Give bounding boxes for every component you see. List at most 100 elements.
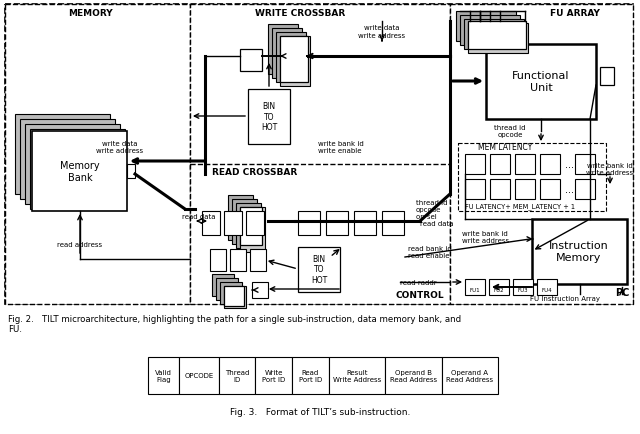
Text: FU1: FU1 (470, 288, 480, 293)
Bar (219, 357, 255, 394)
Bar (280, 37, 310, 87)
Bar (20, 120, 115, 200)
Text: thread id
opcode
op sel: thread id opcode op sel (416, 200, 447, 220)
Text: write bank id
write address: write bank id write address (586, 163, 634, 176)
Text: ...: ... (564, 184, 573, 194)
Text: Fig. 3.   Format of TILT’s sub-instruction.: Fig. 3. Format of TILT’s sub-instruction… (230, 407, 410, 416)
Bar (354, 211, 376, 236)
Bar (442, 357, 498, 394)
Bar (456, 12, 516, 42)
Text: write bank id
write address: write bank id write address (462, 231, 509, 244)
Bar (30, 130, 125, 210)
Bar (240, 207, 265, 253)
Bar (540, 180, 560, 200)
Text: read bank id
read enable: read bank id read enable (408, 246, 452, 259)
Bar (532, 220, 627, 284)
Bar (230, 250, 246, 271)
Text: FU3: FU3 (518, 288, 528, 293)
Text: Thread
ID: Thread ID (225, 369, 249, 382)
Text: Read
Port ID: Read Port ID (299, 369, 322, 382)
Bar (326, 211, 348, 236)
Bar (298, 247, 340, 293)
Text: Valid
Flag: Valid Flag (155, 369, 172, 382)
Text: FU4: FU4 (541, 288, 552, 293)
Text: Functional
Unit: Functional Unit (512, 71, 570, 92)
Bar (464, 20, 524, 50)
Bar (250, 250, 266, 271)
Bar (515, 155, 535, 174)
Text: read data: read data (182, 214, 216, 220)
Bar (280, 37, 308, 83)
Bar (5, 5, 633, 304)
Text: Result
Write Address: Result Write Address (333, 369, 381, 382)
Bar (190, 164, 450, 304)
Text: WRITE CROSSBAR: WRITE CROSSBAR (255, 10, 345, 19)
Bar (236, 204, 261, 248)
Bar (450, 5, 633, 304)
Bar (224, 286, 244, 306)
Bar (248, 90, 290, 145)
Bar (575, 155, 595, 174)
Bar (382, 211, 404, 236)
Bar (489, 279, 509, 295)
Bar (468, 24, 528, 54)
Bar (465, 180, 485, 200)
Bar (5, 5, 190, 304)
Bar (537, 279, 557, 295)
Bar (465, 279, 485, 295)
Bar (15, 115, 110, 194)
Text: BIN
TO
HOT: BIN TO HOT (311, 254, 327, 284)
Text: Operand B
Read Address: Operand B Read Address (390, 369, 437, 382)
Bar (212, 274, 234, 296)
Bar (127, 164, 135, 178)
Text: ...: ... (564, 160, 573, 170)
Text: CONTROL: CONTROL (396, 291, 444, 300)
Text: Write
Port ID: Write Port ID (262, 369, 285, 382)
Text: write bank id
write enable: write bank id write enable (318, 141, 364, 154)
Bar (224, 286, 246, 308)
Text: MEMORY: MEMORY (68, 10, 112, 19)
Text: MEM LATENCY: MEM LATENCY (478, 143, 532, 152)
Bar (276, 33, 306, 83)
Text: Fig. 2.   TILT microarchitecture, highlighting the path for a single sub-instruc: Fig. 2. TILT microarchitecture, highligh… (8, 314, 461, 334)
Text: Memory
Bank: Memory Bank (60, 161, 100, 182)
Bar (240, 50, 262, 72)
Text: Operand A
Read Address: Operand A Read Address (446, 369, 493, 382)
Bar (486, 45, 596, 120)
Bar (465, 155, 485, 174)
Bar (210, 250, 226, 271)
Bar (148, 357, 179, 394)
Bar (292, 357, 329, 394)
Bar (298, 211, 320, 236)
Bar (329, 357, 385, 394)
Bar (272, 29, 302, 79)
Bar (232, 200, 257, 244)
Text: read data: read data (420, 220, 454, 227)
Bar (490, 155, 510, 174)
Text: FU2: FU2 (493, 288, 504, 293)
Text: Instruction
Memory: Instruction Memory (549, 240, 609, 262)
Bar (458, 144, 606, 211)
Bar (224, 211, 242, 236)
Text: FU Instruction Array: FU Instruction Array (530, 295, 600, 301)
Bar (513, 279, 533, 295)
Bar (575, 180, 595, 200)
Text: read address: read address (58, 241, 102, 247)
Bar (468, 22, 526, 50)
Bar (515, 180, 535, 200)
Bar (220, 283, 242, 304)
Text: PC: PC (615, 287, 629, 297)
Bar (460, 16, 520, 46)
Text: thread id
opcode: thread id opcode (494, 125, 525, 138)
Text: BIN
TO
HOT: BIN TO HOT (261, 102, 277, 132)
Text: FU LATENCY+ MEM_LATENCY + 1: FU LATENCY+ MEM_LATENCY + 1 (465, 203, 575, 210)
Bar (216, 278, 238, 300)
Text: OPCODE: OPCODE (184, 373, 213, 378)
Bar (202, 211, 220, 236)
Text: write data
write address: write data write address (97, 141, 143, 154)
Bar (540, 155, 560, 174)
Text: READ CROSSBAR: READ CROSSBAR (212, 168, 298, 177)
Bar (228, 196, 253, 240)
Bar (385, 357, 442, 394)
Bar (490, 180, 510, 200)
